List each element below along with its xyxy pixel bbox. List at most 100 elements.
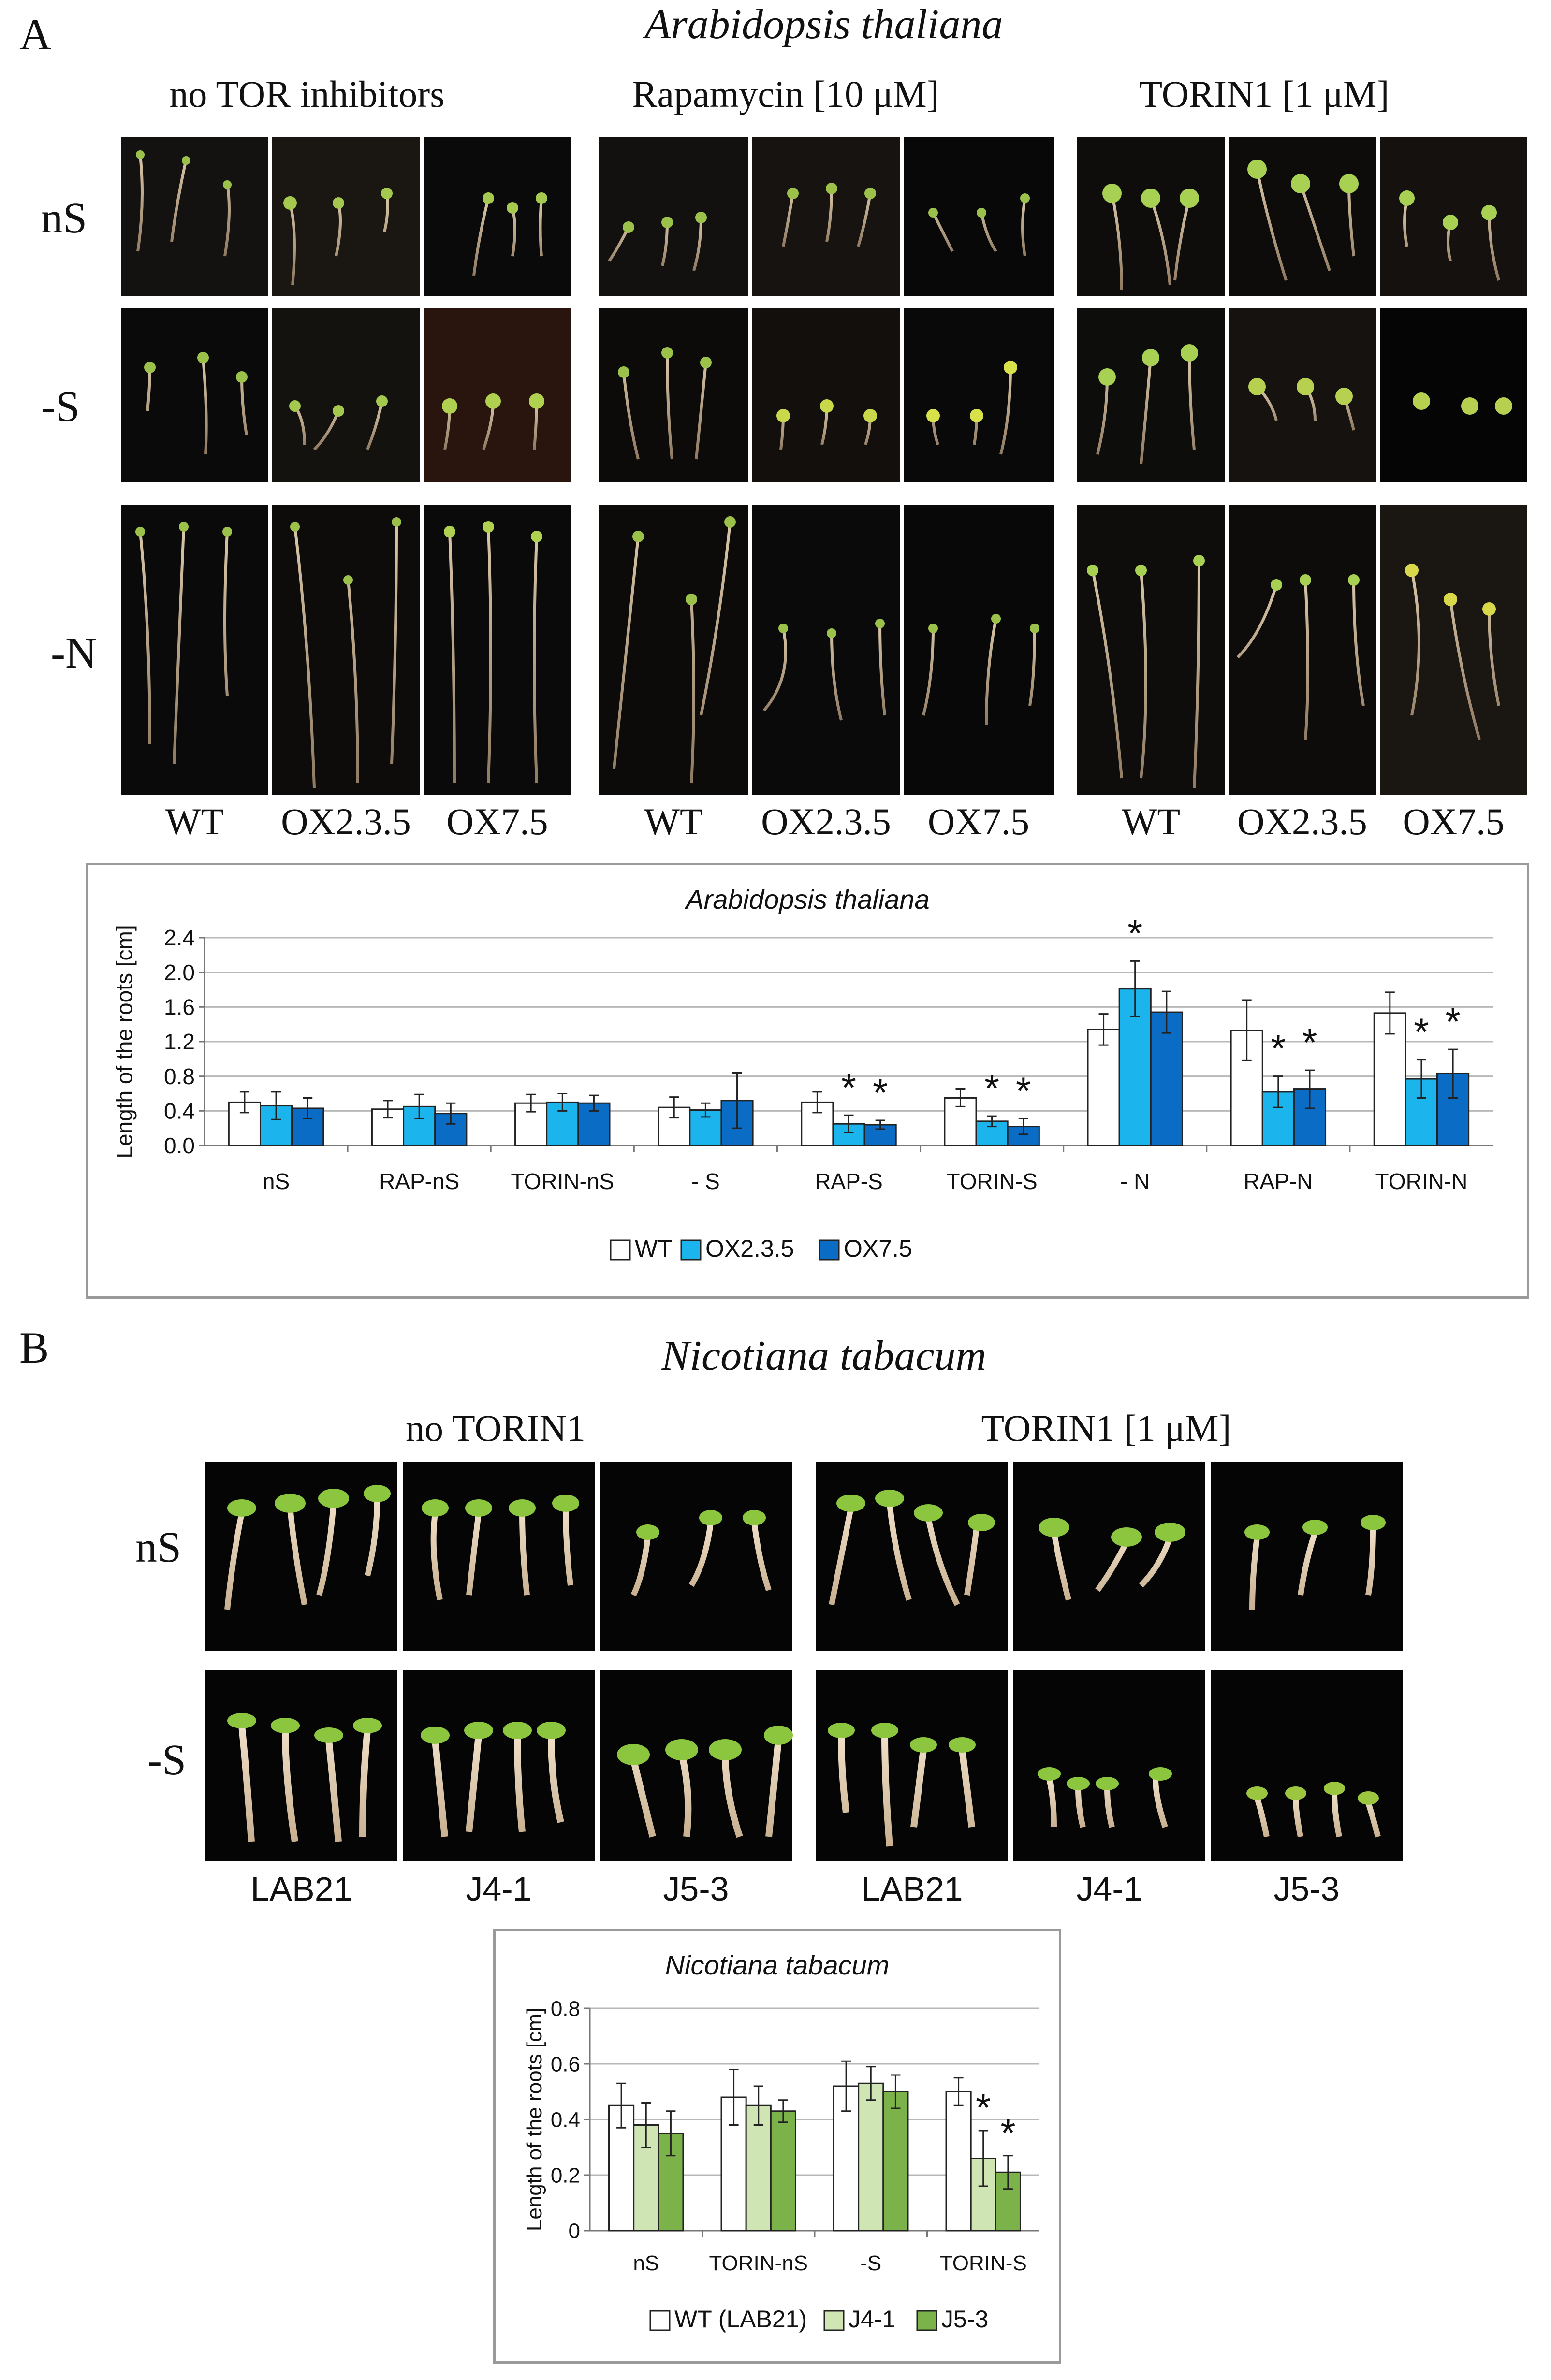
- chart-b-xtick-label: TORIN-S: [940, 2251, 1027, 2275]
- chart-a-xtick-label: - S: [691, 1169, 720, 1194]
- chart-b-legend-swatch: [823, 2310, 845, 2331]
- chart-b-xtick-label: TORIN-nS: [709, 2251, 808, 2275]
- photo-a-n-wt-2: [599, 505, 748, 795]
- panel-a-row-label-ns: nS: [41, 194, 88, 242]
- photo-a-ns-ox235-2: [752, 137, 900, 296]
- photo-a-s-wt-1: [121, 308, 268, 482]
- chart-b-bar: [745, 2104, 772, 2232]
- photo-a-s-wt-2: [599, 308, 748, 482]
- photo-b-ns-j53-1: [600, 1462, 792, 1651]
- chart-a-bar: [514, 1102, 548, 1146]
- chart-b-ytick-label: 0.2: [551, 2163, 580, 2187]
- chart-a-ytick-label: 2.0: [164, 960, 195, 985]
- chart-a-xtick-label: RAP-S: [815, 1169, 883, 1194]
- photo-b-ns-lab21-2: [816, 1462, 1008, 1651]
- chart-a-significance-star: *: [1414, 1011, 1429, 1054]
- panel-b-col-label-2: J4-1: [466, 1870, 532, 1908]
- chart-b-ytick-label: 0.4: [551, 2108, 580, 2132]
- panel-a-group-label-2: Rapamycin [10 μM]: [632, 73, 939, 115]
- chart-b-frame: Nicotiana tabacum 0 0.2 0.4 0.6 0.8 Length of …: [493, 1929, 1061, 2364]
- panel-b-letter: B: [19, 1323, 49, 1372]
- photo-a-n-ox235-3: [1229, 505, 1376, 795]
- chart-a-bar: [1373, 1012, 1406, 1146]
- chart-a-xtick-label: RAP-nS: [379, 1169, 459, 1194]
- chart-a-significance-star: *: [841, 1066, 856, 1109]
- chart-b-xtick-label: nS: [633, 2251, 659, 2275]
- chart-a-legend-label: WT: [635, 1235, 673, 1262]
- chart-a-svg: Arabidopsis thaliana 0.0 0.4 0.8 1.2 1.6 2.0 2.…: [112, 884, 1493, 1262]
- photo-b-s-j41-2: [1013, 1670, 1205, 1861]
- panel-b-row-label-ns: nS: [135, 1524, 182, 1571]
- chart-b-ytick-label: 0.8: [551, 1997, 580, 2020]
- chart-b-legend-swatch: [916, 2310, 937, 2331]
- photo-a-n-ox75-3: [1380, 505, 1527, 795]
- chart-a-significance-star: *: [1271, 1027, 1286, 1070]
- photo-a-n-wt-3: [1077, 505, 1225, 795]
- photo-a-s-ox235-1: [272, 308, 420, 482]
- panel-a-col-label-6: OX7.5: [927, 800, 1030, 842]
- chart-b-bar: [858, 2082, 884, 2232]
- chart-b-bar: [770, 2110, 796, 2232]
- chart-a-title: Arabidopsis thaliana: [684, 884, 929, 914]
- chart-a-xtick-label: RAP-N: [1244, 1169, 1313, 1194]
- chart-a-bar: [1150, 1011, 1183, 1146]
- photo-a-n-ox235-2: [752, 505, 900, 795]
- panel-b-title: Nicotiana tabacum: [661, 1333, 987, 1379]
- chart-a-bar: [1087, 1029, 1120, 1146]
- panel-a-photo-grid: [121, 137, 1527, 795]
- chart-b-legend-label: J4-1: [849, 2306, 895, 2333]
- photo-a-n-ox75-2: [904, 505, 1054, 795]
- chart-b-significance-star: *: [1000, 2111, 1015, 2154]
- photo-a-s-ox75-1: [424, 308, 571, 482]
- chart-a-significance-star: *: [1302, 1021, 1317, 1064]
- chart-b-legend-swatch: [649, 2310, 671, 2331]
- chart-a-ytick-label: 2.4: [164, 925, 195, 950]
- photo-a-n-ox75-1: [424, 505, 571, 795]
- panel-b-photo-grid: [205, 1462, 1403, 1861]
- panel-a-col-label-9: OX7.5: [1403, 800, 1505, 842]
- chart-a-xtick-label: TORIN-N: [1375, 1169, 1468, 1194]
- photo-a-ns-wt-2: [599, 137, 748, 296]
- panel-b-group-label-1: no TORIN1: [406, 1407, 585, 1449]
- panel-b-row-label-minus-s: -S: [147, 1736, 187, 1784]
- panel-a-title: Arabidopsis thaliana: [644, 1, 1003, 48]
- panel-a-group-label-1: no TOR inhibitors: [169, 73, 445, 115]
- photo-a-n-wt-1: [121, 505, 268, 795]
- chart-a-significance-star: *: [1446, 1000, 1461, 1043]
- chart-a-ytick-label: 0.0: [164, 1133, 195, 1158]
- chart-a-legend-swatch: [680, 1239, 702, 1261]
- photo-b-s-lab21-1: [205, 1670, 397, 1861]
- photo-a-n-ox235-1: [272, 505, 420, 795]
- chart-a-ytick-label: 0.8: [164, 1064, 195, 1089]
- photo-a-s-ox75-3: [1380, 308, 1527, 482]
- panel-a-row-label-minus-s: -S: [41, 383, 80, 431]
- chart-a-xtick-label: nS: [263, 1169, 290, 1194]
- panel-a-col-label-1: WT: [165, 800, 224, 842]
- chart-a-ylabel: Length of the roots [cm]: [112, 925, 137, 1158]
- photo-b-s-lab21-2: [816, 1670, 1008, 1861]
- photo-a-ns-ox235-3: [1229, 137, 1376, 296]
- panel-a-col-label-7: WT: [1121, 800, 1181, 842]
- chart-a-xtick-label: - N: [1120, 1169, 1150, 1194]
- photo-b-s-j53-2: [1211, 1670, 1403, 1861]
- photo-b-ns-j41-1: [403, 1462, 595, 1651]
- panel-a-col-label-5: OX2.3.5: [761, 800, 891, 842]
- panel-a-letter: A: [19, 10, 52, 59]
- chart-a-frame: Arabidopsis thaliana 0.0 0.4 0.8 1.2 1.6 2.0 2.…: [86, 863, 1529, 1299]
- panel-b-col-label-1: LAB21: [250, 1870, 352, 1908]
- photo-b-s-j41-1: [403, 1670, 595, 1861]
- chart-b-title: Nicotiana tabacum: [665, 1950, 890, 1980]
- panel-b-col-label-5: J4-1: [1076, 1870, 1142, 1908]
- photo-a-s-ox235-3: [1229, 308, 1376, 482]
- photo-a-ns-wt-1: [121, 137, 268, 296]
- chart-b-ylabel: Length of the roots [cm]: [523, 2008, 546, 2231]
- photo-a-ns-ox75-3: [1380, 137, 1527, 296]
- chart-a-legend-label: OX2.3.5: [705, 1235, 794, 1262]
- photo-a-ns-ox75-2: [904, 137, 1054, 296]
- chart-a-ytick-label: 1.6: [164, 994, 195, 1019]
- panel-a-col-label-3: OX7.5: [446, 800, 548, 842]
- chart-a-ytick-label: 0.4: [164, 1098, 195, 1123]
- photo-b-s-j53-1: [600, 1670, 793, 1861]
- panel-a-col-label-8: OX2.3.5: [1237, 800, 1367, 842]
